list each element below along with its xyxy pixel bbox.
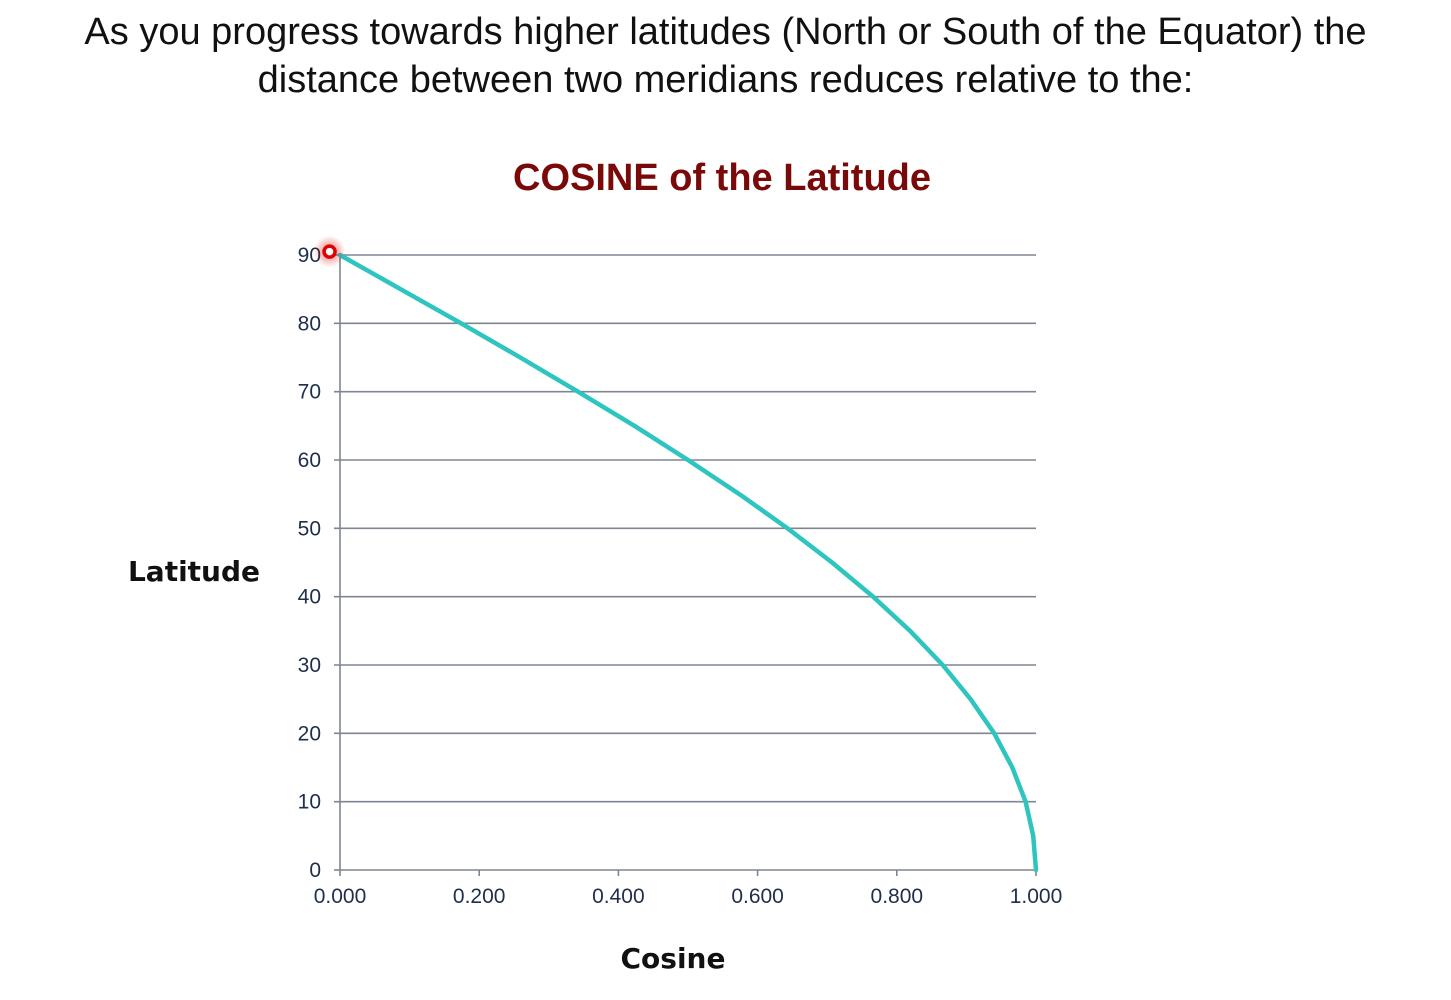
marker-layer xyxy=(313,235,346,268)
y-tick-label: 20 xyxy=(298,722,321,745)
question-line-2: distance between two meridians reduces r… xyxy=(257,59,1194,101)
y-tick-label: 80 xyxy=(298,312,321,335)
grid-lines xyxy=(334,254,1036,803)
cursor-marker xyxy=(322,244,337,259)
y-tick-label: 30 xyxy=(298,654,321,677)
y-tick-label: 60 xyxy=(298,449,321,472)
question-line-1: As you progress towards higher latitudes… xyxy=(84,11,1367,53)
x-tick-label: 0.000 xyxy=(314,885,367,908)
question-text: As you progress towards higher latitudes… xyxy=(0,8,1451,104)
chart-title: COSINE of the Latitude xyxy=(513,157,931,199)
x-tick-label: 1.000 xyxy=(1010,885,1063,908)
y-axis-label: Latitude xyxy=(128,555,260,588)
x-tick-label: 0.200 xyxy=(453,885,506,908)
y-tick-label: 70 xyxy=(298,381,321,404)
y-tick-label: 0 xyxy=(309,859,321,882)
x-tick-label: 0.800 xyxy=(871,885,924,908)
y-tick-label: 40 xyxy=(298,586,321,609)
x-axis-label: Cosine xyxy=(621,942,726,975)
x-tick-label: 0.400 xyxy=(592,885,645,908)
y-tick-label: 50 xyxy=(298,517,321,540)
series-line-cosine xyxy=(337,252,1039,873)
y-tick-label: 10 xyxy=(298,791,321,814)
series-layer xyxy=(337,252,1039,873)
axes xyxy=(334,255,1037,876)
x-tick-label: 0.600 xyxy=(731,885,784,908)
